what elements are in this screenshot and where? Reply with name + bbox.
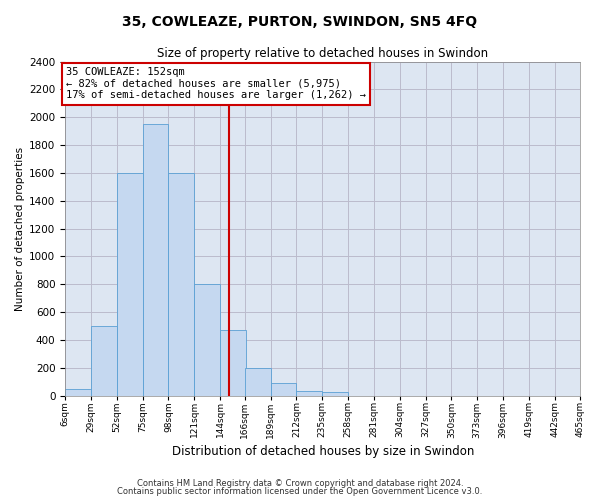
Title: Size of property relative to detached houses in Swindon: Size of property relative to detached ho… [157,48,488,60]
Bar [194,284,220,396]
Bar [91,326,117,396]
Text: 35 COWLEAZE: 152sqm
← 82% of detached houses are smaller (5,975)
17% of semi-det: 35 COWLEAZE: 152sqm ← 82% of detached ho… [66,67,366,100]
Text: Contains HM Land Registry data © Crown copyright and database right 2024.: Contains HM Land Registry data © Crown c… [137,478,463,488]
Bar [322,392,348,396]
Bar [271,383,296,396]
Bar [117,173,143,396]
Bar [143,124,169,396]
Bar [245,368,271,396]
Text: 35, COWLEAZE, PURTON, SWINDON, SN5 4FQ: 35, COWLEAZE, PURTON, SWINDON, SN5 4FQ [122,15,478,29]
X-axis label: Distribution of detached houses by size in Swindon: Distribution of detached houses by size … [172,444,474,458]
Y-axis label: Number of detached properties: Number of detached properties [15,146,25,310]
Text: Contains public sector information licensed under the Open Government Licence v3: Contains public sector information licen… [118,487,482,496]
Bar [220,330,246,396]
Bar [65,388,91,396]
Bar [296,392,322,396]
Bar [169,173,194,396]
